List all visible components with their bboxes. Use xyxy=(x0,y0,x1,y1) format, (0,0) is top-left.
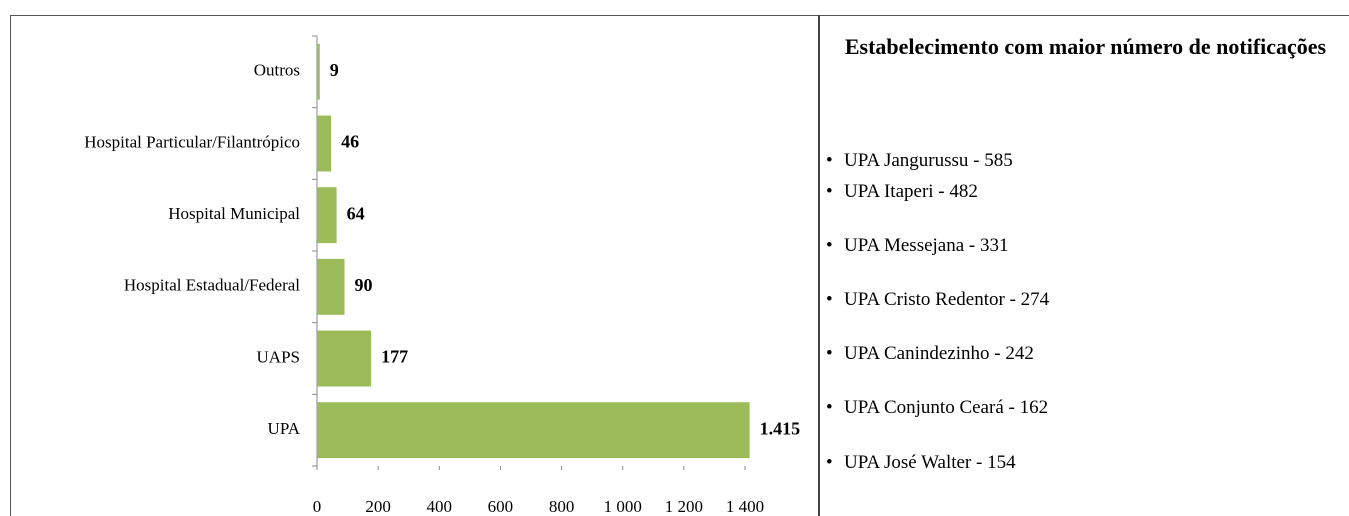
value-label: 9 xyxy=(330,60,339,80)
x-tick-label: 1 400 xyxy=(726,497,764,516)
bar xyxy=(317,258,345,315)
x-tick-label: 800 xyxy=(549,497,575,516)
list-item: UPA Cristo Redentor - 274 xyxy=(826,289,1049,311)
category-label: Hospital Estadual/Federal xyxy=(124,276,300,295)
list-item: UPA Canindezinho - 242 xyxy=(826,343,1034,365)
x-tick-label: 400 xyxy=(427,497,453,516)
category-label: Outros xyxy=(254,61,300,80)
value-label: 177 xyxy=(381,347,408,367)
bar xyxy=(317,43,320,100)
bar xyxy=(317,187,337,244)
divider xyxy=(818,15,820,516)
list-item: UPA José Walter - 154 xyxy=(826,452,1016,474)
frame xyxy=(10,15,1349,516)
bar xyxy=(317,330,372,387)
value-label: 64 xyxy=(347,203,365,223)
x-tick-label: 600 xyxy=(488,497,514,516)
value-label: 46 xyxy=(341,132,359,152)
bar xyxy=(317,402,750,459)
list-item: UPA Messejana - 331 xyxy=(826,235,1008,257)
list-item: UPA Itaperi - 482 xyxy=(826,181,978,203)
list-item: UPA Jangurussu - 585 xyxy=(826,150,1013,172)
category-label: UAPS xyxy=(257,347,300,366)
panel-title: Estabelecimento com maior número de noti… xyxy=(844,34,1327,59)
category-label: Hospital Municipal xyxy=(168,204,300,223)
category-label: Hospital Particular/Filantrópico xyxy=(84,132,300,151)
bar xyxy=(317,115,332,172)
x-tick-label: 1 000 xyxy=(604,497,642,516)
chart: 0 200 400 600 800 1 000 1 200 1 400 Outros 9 Hospi… xyxy=(84,35,801,516)
x-tick-label: 0 xyxy=(313,497,322,516)
x-tick-label: 200 xyxy=(365,497,391,516)
list-item: UPA Conjunto Ceará - 162 xyxy=(826,397,1048,419)
category-label: UPA xyxy=(268,419,301,438)
establishment-panel: Estabelecimento com maior número de noti… xyxy=(822,28,1349,474)
value-label: 1.415 xyxy=(760,418,801,438)
value-label: 90 xyxy=(355,275,373,295)
x-tick-label: 1 200 xyxy=(665,497,703,516)
